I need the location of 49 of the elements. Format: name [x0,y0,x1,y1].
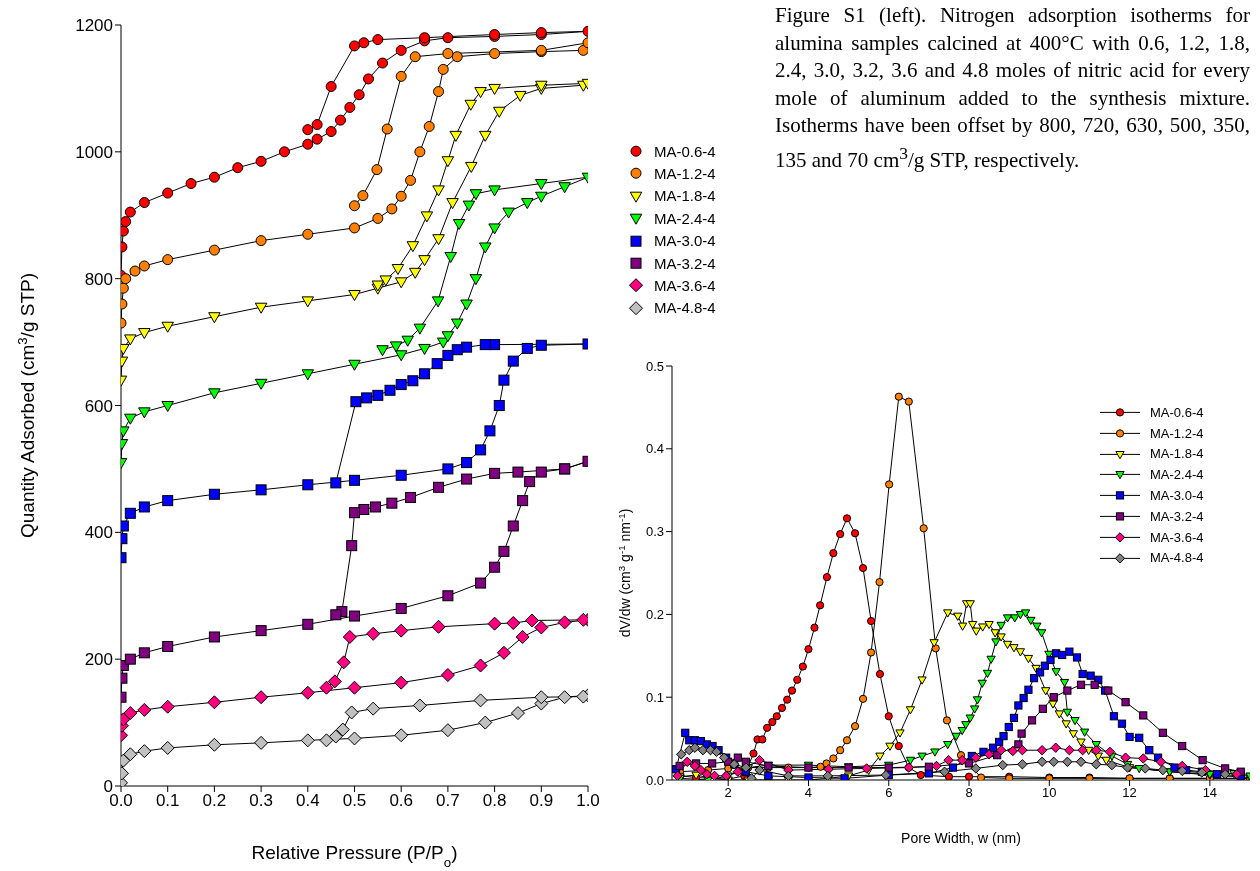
x-tick-label: 14 [1202,785,1218,801]
x-tick-label: 0.2 [202,791,227,811]
y-tick-label: 0.5 [645,358,664,374]
legend-label: MA-3.0-4 [1150,488,1204,504]
x-tick-label: 0.4 [295,791,320,811]
legend-label: MA-1.8-4 [654,187,716,205]
x-tick-label: 0.7 [436,791,460,811]
legend-label: MA-4.8-4 [1150,550,1204,566]
y-tick-label: 0.3 [645,524,664,540]
x-tick-label: 10 [1042,785,1057,801]
x-tick-label: 0.6 [389,791,414,811]
x-axis-title: Pore Width, w (nm) [901,830,1021,846]
y-tick-label: 1200 [75,16,113,36]
x-tick-label: 6 [885,785,893,801]
y-tick-label: 0.0 [645,772,664,788]
legend-label: MA-0.6-4 [1150,404,1204,420]
legend-label: MA-4.8-4 [654,299,716,317]
x-tick-label: 1.0 [576,791,600,811]
legend-label: MA-1.2-4 [1150,425,1204,441]
legend-label: MA-2.4-4 [1150,467,1204,483]
x-tick-label: 2 [724,785,732,801]
x-tick-label: 0.9 [529,791,554,811]
y-tick-label: 400 [84,523,113,543]
y-tick-label: 800 [84,269,113,289]
y-tick-label: 1000 [75,142,113,162]
x-tick-label: 0.1 [155,791,180,811]
legend-label: MA-0.6-4 [654,142,716,160]
x-axis-title: Relative Pressure (P/P$_{o}$) [251,842,458,870]
x-tick-label: 0.0 [109,791,133,811]
y-tick-label: 600 [84,396,113,416]
x-tick-label: 0.8 [482,791,507,811]
x-tick-label: 4 [804,785,813,801]
legend-label: MA-3.2-4 [654,254,716,272]
x-tick-label: 0.5 [342,791,367,811]
x-tick-label: 12 [1122,785,1137,801]
legend-label: MA-3.0-4 [654,232,716,250]
legend-label: MA-1.8-4 [1150,446,1204,462]
legend-label: MA-2.4-4 [654,209,716,227]
legend-label: MA-1.2-4 [654,165,716,183]
x-tick-label: 8 [965,785,973,801]
caption: Figure S1 (left). Nitrogen adsorption isotherms for alumina samples calcined at 400°C with 0.6, 1.2, 1.8, 2.4, 3.0, 3.2, 3.6 and 4.8 moles of nitric acid for every mole of aluminum added to the synthesis mixture. Isotherms have been offset by 800, 720, 630, 500, 350, 135 and 70 cm$^{3}$/g STP, respectively. [775,2,1250,174]
y-tick-label: 0.2 [645,607,664,623]
y-tick-label: 200 [84,650,113,670]
legend-label: MA-3.6-4 [654,277,716,295]
y-tick-label: 0.4 [645,441,664,457]
legend-label: MA-3.2-4 [1150,508,1204,524]
legend-label: MA-3.6-4 [1150,529,1204,545]
y-tick-label: 0.1 [645,689,664,705]
x-tick-label: 0.3 [249,791,273,811]
